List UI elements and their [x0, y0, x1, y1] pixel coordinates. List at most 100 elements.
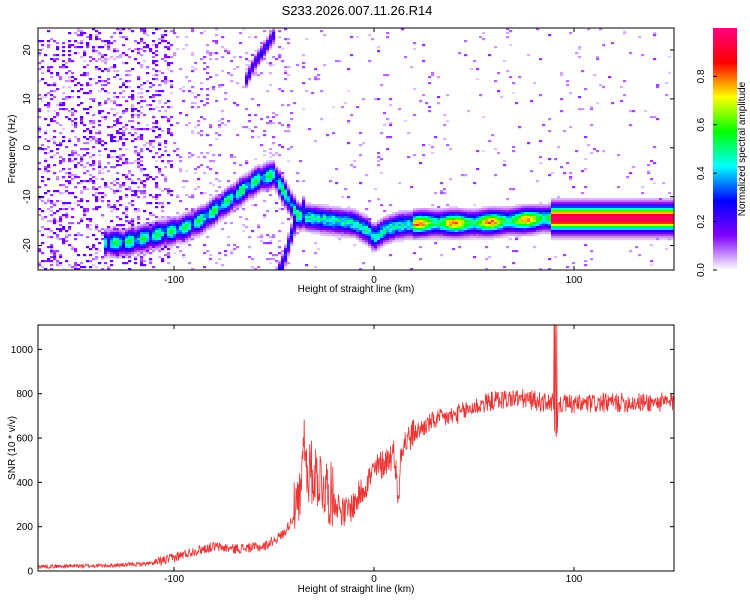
spectrogram-cell [518, 208, 522, 211]
spectrogram-cell [209, 216, 213, 219]
spectrogram-cell [59, 224, 63, 227]
spectrogram-cell [185, 242, 189, 245]
spectrogram-cell [548, 214, 552, 217]
spectrogram-cell [314, 266, 318, 269]
spectrogram-cell [140, 38, 144, 41]
spectrogram-cell [251, 72, 255, 75]
spectrogram-cell [125, 108, 129, 111]
spectrogram-cell [293, 234, 297, 237]
spectrogram-cell [317, 216, 321, 219]
spectrogram-cell [155, 44, 159, 47]
spectrogram-cell [371, 224, 375, 227]
spectrogram-cell [371, 244, 375, 247]
spectrogram-cell [194, 210, 198, 213]
spectrogram-cell [137, 138, 141, 141]
spectrogram-cell [314, 140, 318, 143]
spectrogram-cell [290, 230, 294, 233]
spectrogram-cell [254, 158, 258, 161]
spectrogram-cell [263, 52, 267, 55]
spectrogram-cell [500, 212, 504, 215]
spectrogram-cell [125, 162, 129, 165]
spectrogram-cell [74, 166, 78, 169]
spectrogram-cell [167, 216, 171, 219]
spectrogram-cell [113, 100, 117, 103]
spectrogram-cell [284, 264, 288, 267]
spectrogram-cell [404, 212, 408, 215]
spectrogram-cell [392, 214, 396, 217]
spectrogram-cell [104, 232, 108, 235]
spectrogram-cell [572, 202, 576, 205]
spectrogram-cell [170, 134, 174, 137]
spectrogram-cell [98, 242, 102, 245]
spectrogram-cell [461, 218, 465, 221]
spectrogram-cell [107, 206, 111, 209]
spectrogram-cell [296, 222, 300, 225]
spectrogram-cell [344, 218, 348, 221]
spectrogram-cell [74, 186, 78, 189]
spectrogram-cell [164, 60, 168, 63]
spectrogram-cell [284, 66, 288, 69]
spectrogram-cell [80, 158, 84, 161]
spectrogram-cell [209, 226, 213, 229]
spectrogram-cell [353, 234, 357, 237]
spectrogram-cell [38, 230, 42, 233]
spectrogram-cell [569, 230, 573, 233]
spectrogram-cell [260, 236, 264, 239]
spectrogram-cell [479, 236, 483, 239]
spectrogram-cell [53, 218, 57, 221]
spectrogram-cell [239, 188, 243, 191]
spectrogram-cell [125, 244, 129, 247]
spectrogram-cell [116, 236, 120, 239]
spectrogram-cell [140, 64, 144, 67]
spectrogram-cell [50, 236, 54, 239]
spectrogram-cell [179, 232, 183, 235]
spectrogram-cell [521, 226, 525, 229]
spectrogram-cell [467, 234, 471, 237]
spectrogram-cell [215, 204, 219, 207]
spectrogram-cell [623, 224, 627, 227]
spectrogram-cell [614, 222, 618, 225]
spectrogram-cell [167, 160, 171, 163]
spectrogram-cell [302, 198, 306, 201]
spectrogram-cell [41, 72, 45, 75]
spectrogram-cell [467, 214, 471, 217]
spectrogram-cell [155, 232, 159, 235]
spectrogram-cell [248, 236, 252, 239]
spectrogram-cell [332, 210, 336, 213]
spectrogram-cell [392, 224, 396, 227]
spectrogram-cell [212, 52, 216, 55]
spectrogram-cell [188, 230, 192, 233]
spectrogram-cell [383, 242, 387, 245]
spectrogram-cell [146, 252, 150, 255]
spectrogram-cell [200, 220, 204, 223]
spectrogram-cell [113, 252, 117, 255]
spectrogram-cell [410, 214, 414, 217]
spectrogram-cell [587, 234, 591, 237]
spectrogram-cell [152, 196, 156, 199]
spectrogram-cell [590, 214, 594, 217]
spectrogram-cell [317, 208, 321, 211]
spectrogram-cell [479, 216, 483, 219]
spectrogram-cell [95, 206, 99, 209]
spectrogram-cell [221, 214, 225, 217]
spectrogram-cell [53, 164, 57, 167]
spectrogram-cell [311, 208, 315, 211]
spectrogram-cell [161, 174, 165, 177]
spectrogram-cell [158, 226, 162, 229]
spectrogram-cell [395, 240, 399, 243]
spectrogram-cell [44, 160, 48, 163]
spectrogram-cell [338, 224, 342, 227]
spectrogram-cell [194, 224, 198, 227]
spectrogram-cell [176, 48, 180, 51]
spectrogram-cell [347, 232, 351, 235]
spectrogram-cell [626, 208, 630, 211]
spectrogram-cell [107, 234, 111, 237]
spectrogram-cell [626, 238, 630, 241]
spectrogram-cell [134, 246, 138, 249]
spectrogram-cell [527, 222, 531, 225]
spectrogram-cell [560, 218, 564, 221]
spectrogram-cell [98, 198, 102, 201]
spectrogram-cell [536, 210, 540, 213]
spectrogram-cell [317, 220, 321, 223]
spectrogram-cell [266, 50, 270, 53]
